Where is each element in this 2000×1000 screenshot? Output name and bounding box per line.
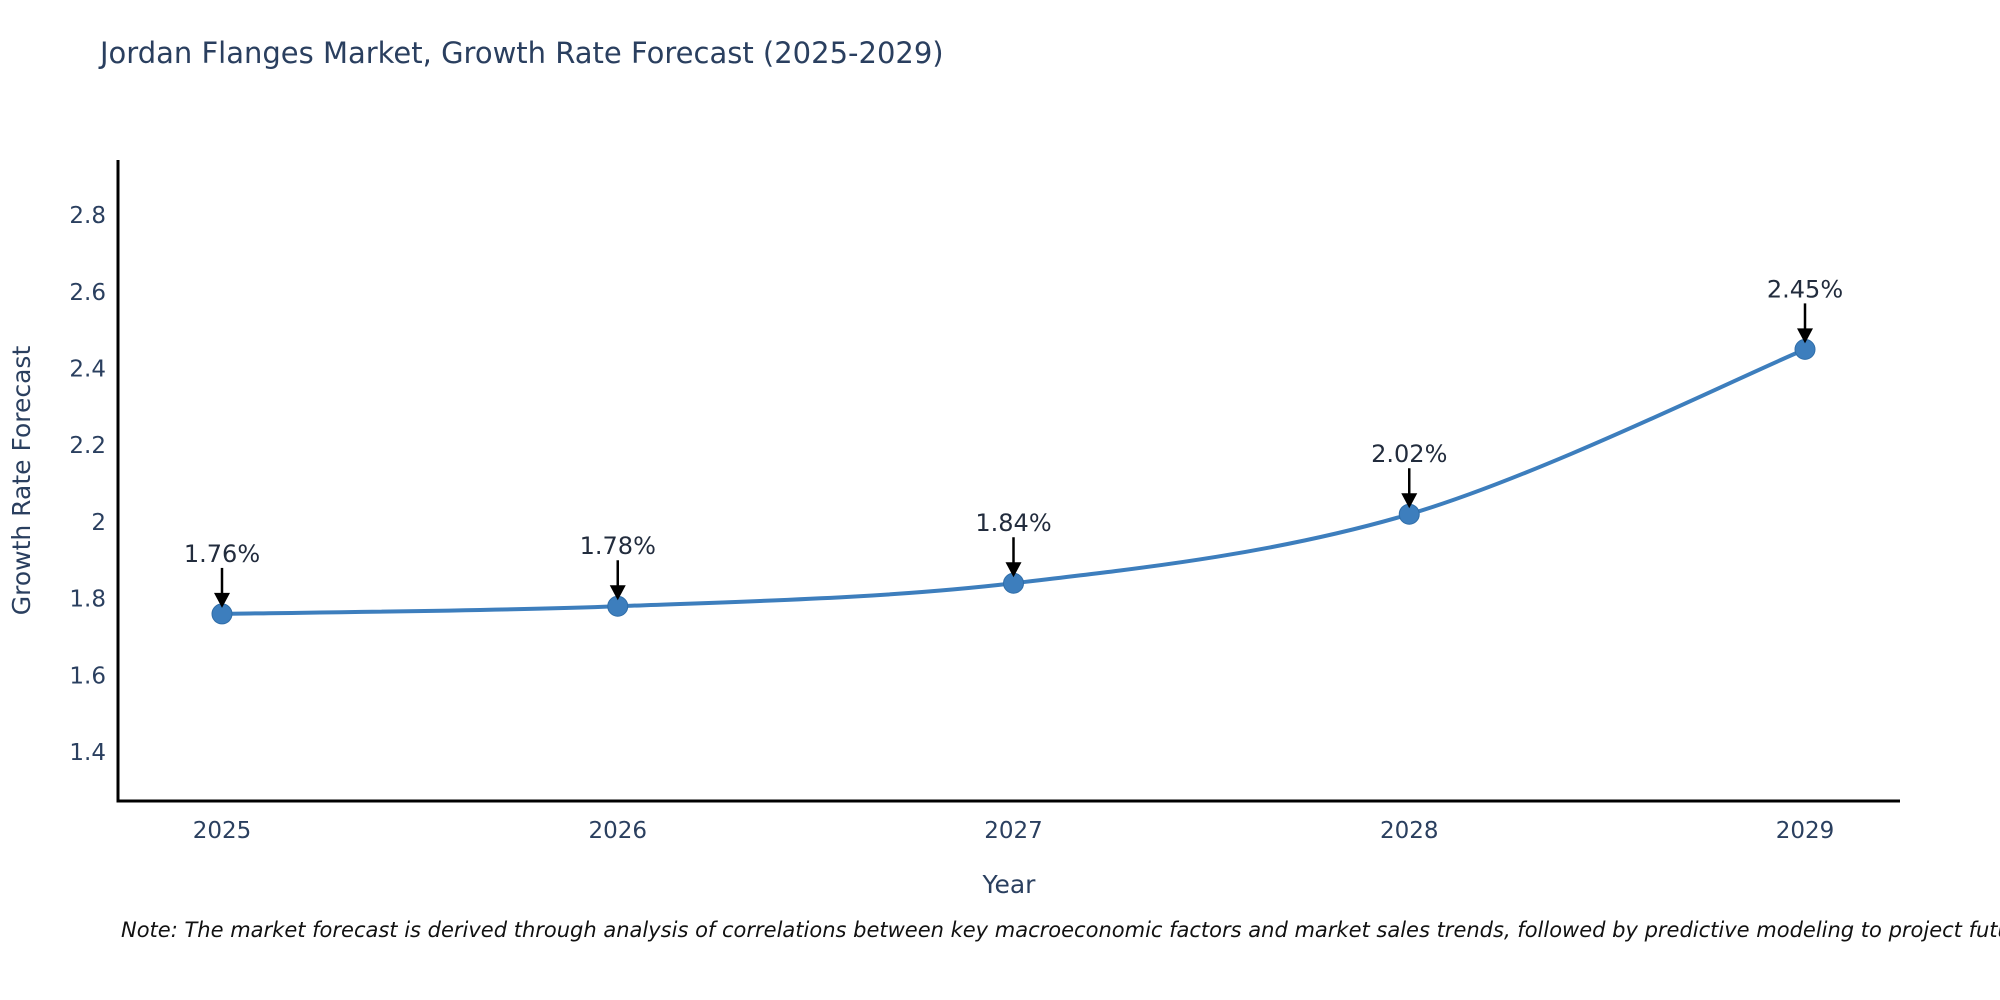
point-label: 2.02% — [1371, 440, 1447, 468]
chart-title: Jordan Flanges Market, Growth Rate Forec… — [100, 36, 944, 70]
y-tick-label: 2.8 — [69, 203, 106, 229]
x-tick-label: 2029 — [1776, 818, 1835, 844]
point-label: 1.76% — [184, 540, 260, 568]
y-axis-title: Growth Rate Forecast — [7, 346, 36, 616]
point-label: 1.84% — [975, 509, 1051, 537]
point-label: 1.78% — [580, 532, 656, 560]
annotation-arrowhead-icon — [1005, 562, 1022, 578]
x-tick-label: 2025 — [193, 818, 252, 844]
annotation-arrowhead-icon — [1401, 493, 1418, 509]
y-tick-label: 2.2 — [69, 433, 106, 459]
x-tick-label: 2026 — [588, 818, 647, 844]
footnote: Note: The market forecast is derived thr… — [121, 918, 2000, 942]
annotation-arrowhead-icon — [1797, 328, 1813, 344]
y-tick-label: 1.6 — [69, 663, 106, 689]
y-tick-label: 1.4 — [69, 740, 106, 766]
y-tick-label: 1.8 — [69, 587, 106, 613]
y-tick-label: 2.6 — [69, 280, 106, 306]
annotation-arrowhead-icon — [609, 585, 626, 601]
annotation-arrowhead-icon — [214, 592, 230, 608]
x-axis-title: Year — [982, 870, 1037, 899]
y-tick-label: 2 — [91, 510, 106, 536]
y-tick-label: 2.4 — [69, 357, 106, 383]
point-label: 2.45% — [1767, 275, 1843, 303]
x-tick-label: 2027 — [984, 818, 1043, 844]
x-tick-label: 2028 — [1380, 818, 1439, 844]
